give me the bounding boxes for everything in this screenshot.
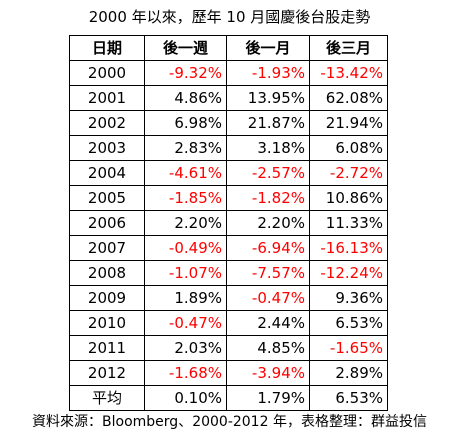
cell-date: 2006 bbox=[69, 210, 145, 236]
table-title: 2000 年以來，歷年 10 月國慶後台股走勢 bbox=[88, 8, 371, 26]
cell-week: 0.10% bbox=[144, 385, 227, 411]
returns-table: 日期 後一週 後一月 後三月 2000 -9.32% -1.93% -13.42% 20… bbox=[69, 35, 388, 411]
header-date: 日期 bbox=[69, 35, 145, 61]
cell-three-month: 21.94% bbox=[309, 110, 388, 136]
cell-month: 13.95% bbox=[226, 85, 310, 111]
source-note: 資料來源：Bloomberg、2000-2012 年，表格整理：群益投信 bbox=[32, 414, 427, 430]
cell-date: 2007 bbox=[69, 235, 145, 261]
header-three-month: 後三月 bbox=[309, 35, 388, 61]
cell-date: 平均 bbox=[69, 385, 145, 411]
cell-month: 4.85% bbox=[226, 335, 310, 361]
cell-date: 2008 bbox=[69, 260, 145, 286]
cell-week: 2.83% bbox=[144, 135, 227, 161]
table-row: 2006 2.20% 2.20% 11.33% bbox=[69, 210, 388, 236]
cell-three-month: -12.24% bbox=[309, 260, 388, 286]
cell-week: 1.89% bbox=[144, 285, 227, 311]
cell-week: -1.68% bbox=[144, 360, 227, 386]
header-row: 日期 後一週 後一月 後三月 bbox=[69, 35, 388, 61]
cell-three-month: 62.08% bbox=[309, 85, 388, 111]
cell-week: -1.07% bbox=[144, 260, 227, 286]
cell-week: -9.32% bbox=[144, 60, 227, 86]
cell-three-month: 6.08% bbox=[309, 135, 388, 161]
cell-three-month: 11.33% bbox=[309, 210, 388, 236]
cell-date: 2005 bbox=[69, 185, 145, 211]
header-week: 後一週 bbox=[144, 35, 227, 61]
cell-month: -6.94% bbox=[226, 235, 310, 261]
cell-date: 2000 bbox=[69, 60, 145, 86]
cell-month: 21.87% bbox=[226, 110, 310, 136]
table-row: 2004 -4.61% -2.57% -2.72% bbox=[69, 160, 388, 186]
cell-month: 2.20% bbox=[226, 210, 310, 236]
cell-month: 3.18% bbox=[226, 135, 310, 161]
cell-month: -0.47% bbox=[226, 285, 310, 311]
cell-three-month: -16.13% bbox=[309, 235, 388, 261]
cell-date: 2011 bbox=[69, 335, 145, 361]
table-row: 2009 1.89% -0.47% 9.36% bbox=[69, 285, 388, 311]
table-row: 2003 2.83% 3.18% 6.08% bbox=[69, 135, 388, 161]
table-row: 2012 -1.68% -3.94% 2.89% bbox=[69, 360, 388, 386]
cell-three-month: -1.65% bbox=[309, 335, 388, 361]
cell-three-month: -13.42% bbox=[309, 60, 388, 86]
cell-month: -7.57% bbox=[226, 260, 310, 286]
cell-three-month: 2.89% bbox=[309, 360, 388, 386]
cell-date: 2001 bbox=[69, 85, 145, 111]
cell-month: -1.82% bbox=[226, 185, 310, 211]
cell-week: -0.47% bbox=[144, 310, 227, 336]
cell-date: 2003 bbox=[69, 135, 145, 161]
cell-month: 1.79% bbox=[226, 385, 310, 411]
cell-three-month: 6.53% bbox=[309, 385, 388, 411]
cell-month: 2.44% bbox=[226, 310, 310, 336]
cell-month: -3.94% bbox=[226, 360, 310, 386]
cell-week: -0.49% bbox=[144, 235, 227, 261]
table-row: 2007 -0.49% -6.94% -16.13% bbox=[69, 235, 388, 261]
cell-three-month: 9.36% bbox=[309, 285, 388, 311]
table-row: 2005 -1.85% -1.82% 10.86% bbox=[69, 185, 388, 211]
cell-week: 2.03% bbox=[144, 335, 227, 361]
cell-week: 2.20% bbox=[144, 210, 227, 236]
cell-week: -4.61% bbox=[144, 160, 227, 186]
cell-date: 2012 bbox=[69, 360, 145, 386]
cell-three-month: 6.53% bbox=[309, 310, 388, 336]
cell-week: -1.85% bbox=[144, 185, 227, 211]
table-body: 2000 -9.32% -1.93% -13.42% 2001 4.86% 13.95% 62… bbox=[69, 60, 388, 411]
cell-date: 2002 bbox=[69, 110, 145, 136]
cell-date: 2009 bbox=[69, 285, 145, 311]
cell-date: 2004 bbox=[69, 160, 145, 186]
table-row: 2002 6.98% 21.87% 21.94% bbox=[69, 110, 388, 136]
cell-month: -1.93% bbox=[226, 60, 310, 86]
table-row: 2001 4.86% 13.95% 62.08% bbox=[69, 85, 388, 111]
cell-month: -2.57% bbox=[226, 160, 310, 186]
cell-week: 6.98% bbox=[144, 110, 227, 136]
table-row: 平均 0.10% 1.79% 6.53% bbox=[69, 385, 388, 411]
header-month: 後一月 bbox=[226, 35, 310, 61]
cell-three-month: 10.86% bbox=[309, 185, 388, 211]
table-row: 2011 2.03% 4.85% -1.65% bbox=[69, 335, 388, 361]
table-row: 2000 -9.32% -1.93% -13.42% bbox=[69, 60, 388, 86]
cell-week: 4.86% bbox=[144, 85, 227, 111]
table-row: 2010 -0.47% 2.44% 6.53% bbox=[69, 310, 388, 336]
cell-three-month: -2.72% bbox=[309, 160, 388, 186]
table-row: 2008 -1.07% -7.57% -12.24% bbox=[69, 260, 388, 286]
cell-date: 2010 bbox=[69, 310, 145, 336]
